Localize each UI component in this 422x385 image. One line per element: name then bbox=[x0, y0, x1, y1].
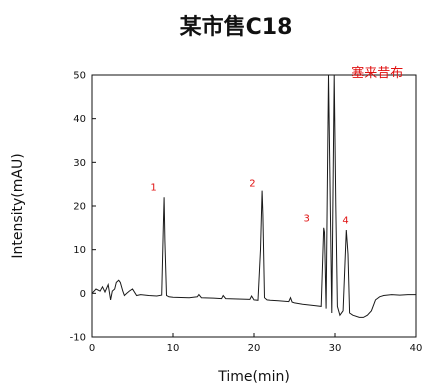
y-axis: -10 0 10 20 30 40 50 bbox=[70, 71, 96, 344]
x-axis-label: Time(min) bbox=[217, 369, 290, 385]
y-tick-label: 30 bbox=[73, 158, 86, 169]
x-tick-label: 30 bbox=[329, 343, 342, 354]
peak-label-2: 2 bbox=[249, 178, 255, 189]
x-tick-label: 40 bbox=[410, 343, 422, 354]
y-tick-label: 50 bbox=[73, 71, 86, 82]
x-axis: 0 10 20 30 40 bbox=[89, 333, 422, 354]
y-tick-label: 0 bbox=[80, 289, 86, 300]
chart-title: 某市售C18 bbox=[180, 14, 293, 40]
plot-frame bbox=[91, 74, 417, 338]
y-axis-label: Intensity(mAU) bbox=[10, 153, 26, 258]
y-tick-label: 20 bbox=[73, 202, 86, 213]
chromatogram-trace bbox=[91, 74, 416, 318]
peak-label-1: 1 bbox=[150, 183, 156, 194]
compound-label: 塞来昔布 bbox=[351, 65, 403, 81]
x-tick-label: 20 bbox=[248, 343, 261, 354]
y-tick-label: -10 bbox=[70, 333, 86, 344]
y-tick-label: 40 bbox=[73, 114, 86, 125]
y-tick-label: 10 bbox=[73, 245, 86, 256]
x-tick-label: 0 bbox=[89, 343, 95, 354]
x-tick-label: 10 bbox=[167, 343, 180, 354]
peak-label-4: 4 bbox=[342, 215, 348, 226]
peak-labels: 1 2 3 4 bbox=[150, 178, 348, 226]
peak-label-3: 3 bbox=[303, 213, 309, 224]
